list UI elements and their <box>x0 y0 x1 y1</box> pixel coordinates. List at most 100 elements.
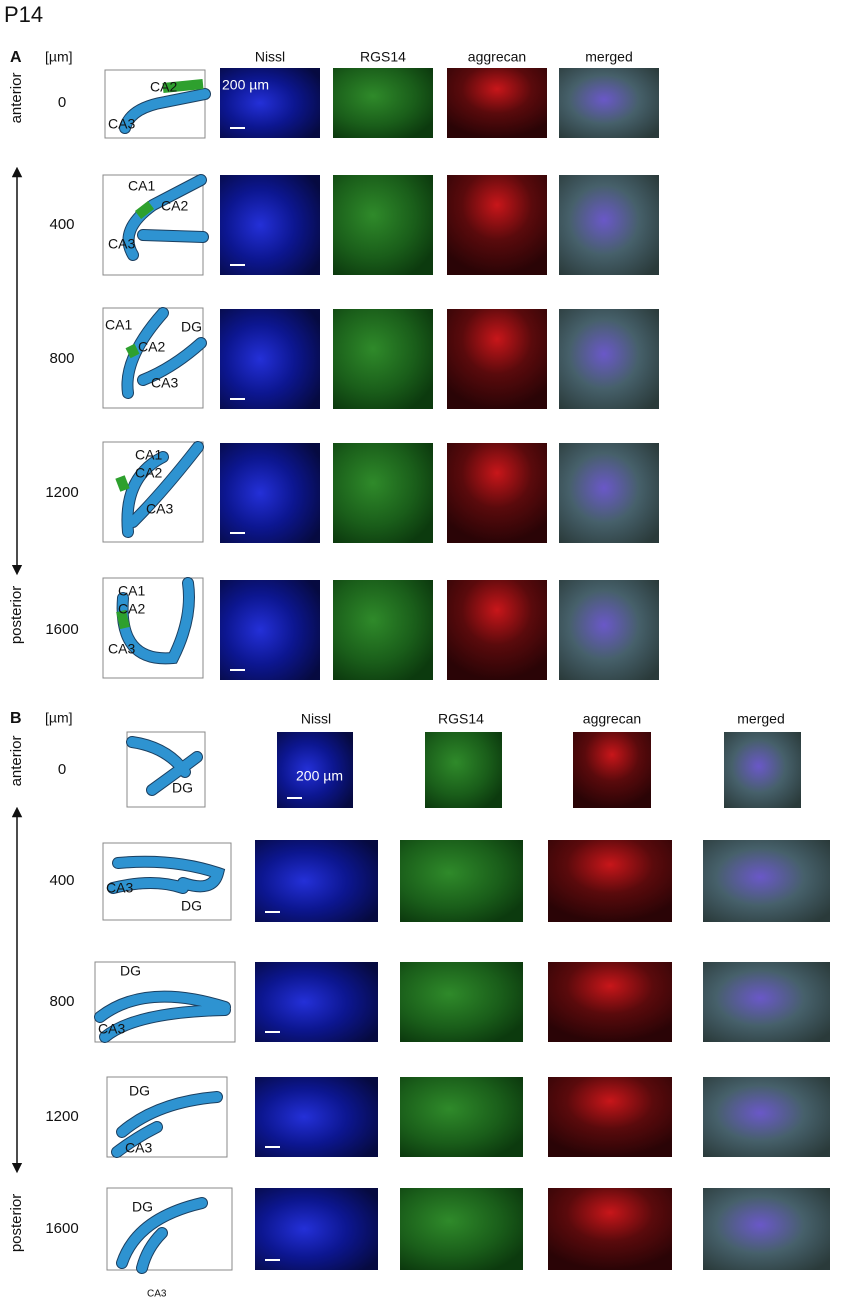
diagram <box>107 855 226 894</box>
micrograph <box>559 175 659 275</box>
micrograph <box>548 962 672 1042</box>
diagram <box>119 79 211 134</box>
ca2-region <box>134 201 155 219</box>
micrograph <box>333 309 433 409</box>
micrograph <box>548 840 672 922</box>
region-label: CA3 <box>147 1289 167 1300</box>
micrograph <box>447 443 547 543</box>
axis-label: posterior <box>8 586 25 644</box>
region-label: CA3 <box>108 641 135 657</box>
micrograph <box>277 732 353 808</box>
diagram <box>116 1197 208 1274</box>
band <box>127 737 202 795</box>
band <box>95 991 230 1042</box>
band <box>108 856 224 893</box>
band <box>122 442 203 537</box>
axis-label: posterior <box>8 1194 25 1252</box>
panel-label: A <box>10 49 22 66</box>
micrograph <box>724 732 801 808</box>
micrograph <box>400 962 523 1042</box>
micrograph <box>400 1077 523 1157</box>
micrograph <box>559 580 659 680</box>
region-label: CA1 <box>105 317 132 333</box>
region-label: CA1 <box>128 178 155 194</box>
axis-label: anterior <box>8 736 25 787</box>
band <box>123 175 208 260</box>
unit-label: [µm] <box>45 710 73 726</box>
column-header: Nissl <box>255 49 285 65</box>
region-label: CA2 <box>161 198 188 214</box>
micrograph <box>703 1188 830 1270</box>
region-label: CA2 <box>118 601 145 617</box>
depth-label: 400 <box>49 872 74 889</box>
ca2-region <box>162 79 204 93</box>
micrograph <box>333 68 433 138</box>
micrograph <box>559 309 659 409</box>
region-label: CA3 <box>98 1021 125 1037</box>
depth-label: 0 <box>58 94 66 111</box>
column-header: merged <box>585 49 632 65</box>
region-label: DG <box>172 780 193 796</box>
column-header: aggrecan <box>583 711 641 727</box>
diagram <box>121 307 207 399</box>
micrograph <box>220 175 320 275</box>
diagram <box>111 1091 223 1158</box>
micrograph <box>220 309 320 409</box>
micrograph <box>333 443 433 543</box>
depth-label: 0 <box>58 761 66 778</box>
band <box>120 89 210 133</box>
region-label: DG <box>181 898 202 914</box>
scale-bar-label: 200 µm <box>296 768 343 784</box>
ca2-region <box>125 343 140 359</box>
depth-label: 1200 <box>45 1108 78 1125</box>
band <box>117 1198 207 1273</box>
micrograph <box>447 68 547 138</box>
micrograph <box>573 732 651 808</box>
diagram <box>126 736 203 796</box>
diagram <box>116 577 195 665</box>
micrograph <box>333 175 433 275</box>
column-header: RGS14 <box>438 711 484 727</box>
column-header: RGS14 <box>360 49 406 65</box>
region-label: CA1 <box>118 583 145 599</box>
region-label: CA3 <box>108 116 135 132</box>
micrograph <box>333 580 433 680</box>
micrograph <box>548 1188 672 1270</box>
region-label: CA1 <box>135 447 162 463</box>
ca2-region <box>116 609 130 630</box>
micrograph <box>703 1077 830 1157</box>
region-label: CA2 <box>150 79 177 95</box>
ca2-region <box>115 475 130 492</box>
micrograph <box>548 1077 672 1157</box>
region-label: DG <box>132 1199 153 1215</box>
region-label: CA3 <box>125 1140 152 1156</box>
column-header: Nissl <box>301 711 331 727</box>
figure-title: P14 <box>4 2 43 27</box>
column-header: aggrecan <box>468 49 526 65</box>
depth-label: 800 <box>49 350 74 367</box>
band <box>112 1092 222 1157</box>
region-label: CA3 <box>108 236 135 252</box>
column-header: merged <box>737 711 784 727</box>
micrograph <box>703 840 830 922</box>
micrograph <box>220 580 320 680</box>
micrograph <box>220 68 320 138</box>
region-label: CA2 <box>135 465 162 481</box>
diagram <box>115 441 204 538</box>
scale-bar-label: 200 µm <box>222 77 269 93</box>
depth-label: 800 <box>49 993 74 1010</box>
micrograph <box>255 1077 378 1157</box>
micrograph <box>447 175 547 275</box>
unit-label: [µm] <box>45 49 73 65</box>
micrograph <box>220 443 320 543</box>
region-label: CA2 <box>138 339 165 355</box>
micrograph <box>255 1188 378 1270</box>
band <box>117 578 194 664</box>
region-label: CA3 <box>151 375 178 391</box>
diagram <box>122 174 209 261</box>
micrograph <box>559 443 659 543</box>
region-label: DG <box>129 1083 150 1099</box>
depth-label: 1600 <box>45 1220 78 1237</box>
micrograph <box>703 962 830 1042</box>
